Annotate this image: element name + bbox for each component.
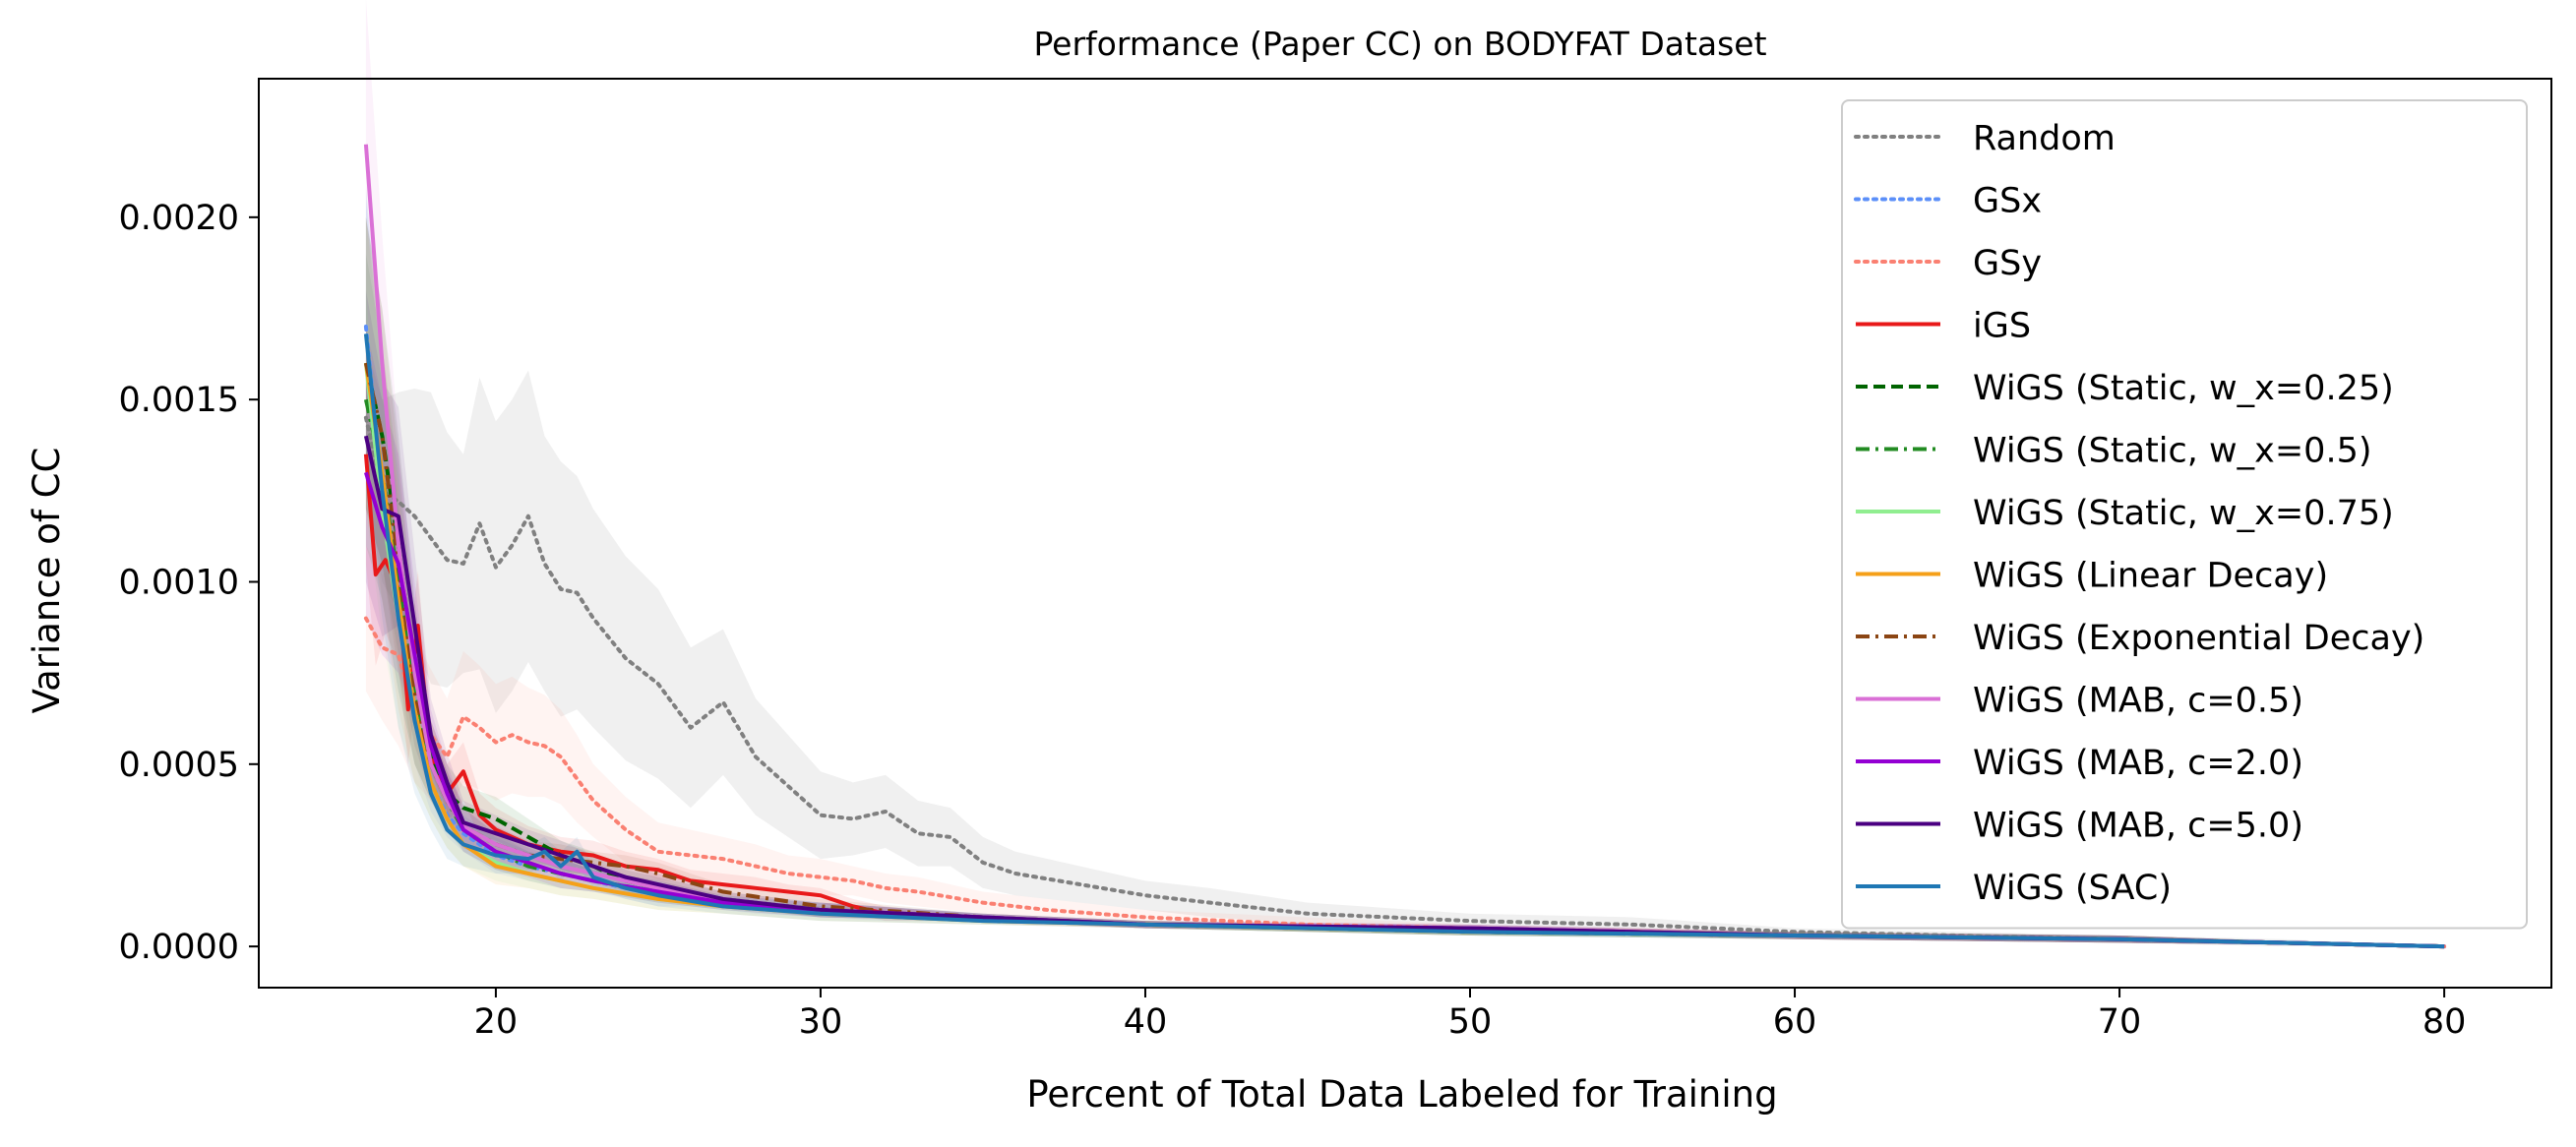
legend-label: WiGS (Exponential Decay)	[1973, 619, 2424, 658]
legend-label: WiGS (MAB, c=5.0)	[1973, 807, 2303, 846]
x-tick-label: 60	[1773, 1002, 1817, 1042]
series-line-wigs-sac	[363, 333, 2445, 949]
band-random	[365, 344, 2445, 947]
y-tick-label: 0.0010	[119, 563, 239, 602]
x-tick-label: 20	[474, 1002, 519, 1042]
y-axis-label: Variance of CC	[26, 448, 68, 714]
axes: 20 30 40 50 60 70 80 0.0000 0.0005 0.0010 0.0015 0.…	[119, 78, 2552, 1042]
legend-label: GSx	[1973, 182, 2042, 221]
legend-label: WiGS (Linear Decay)	[1973, 557, 2328, 596]
y-tick-label: 0.0000	[119, 928, 239, 967]
band-wigs-exponential-decay	[365, 216, 2445, 947]
series-line-gsy	[363, 616, 2447, 949]
legend-box	[1841, 99, 2528, 930]
band-wigs-static-w-x-0-75	[365, 216, 2445, 947]
legend-label: GSy	[1973, 244, 2042, 283]
legend-label: WiGS (Static, w_x=0.75)	[1973, 494, 2394, 533]
legend-label: WiGS (MAB, c=2.0)	[1973, 744, 2303, 783]
legend-label: iGS	[1973, 307, 2031, 346]
band-gsx	[365, 199, 2445, 947]
legend-label: WiGS (MAB, c=0.5)	[1973, 682, 2303, 721]
x-tick-label: 70	[2098, 1002, 2142, 1042]
plot-frame	[258, 78, 2552, 989]
x-tick-label: 40	[1124, 1002, 1168, 1042]
series-line-wigs-mab-c-5-0	[363, 435, 2445, 949]
x-tick-label: 80	[2423, 1002, 2467, 1042]
series-lines	[363, 144, 2447, 949]
y-tick-label: 0.0020	[119, 199, 239, 238]
legend-label: WiGS (Static, w_x=0.25)	[1973, 369, 2394, 408]
x-tick-label: 50	[1448, 1002, 1493, 1042]
x-axis-label: Percent of Total Data Labeled for Traini…	[1026, 1073, 1777, 1116]
band-wigs-linear-decay	[365, 216, 2445, 947]
x-tick-label: 30	[799, 1002, 843, 1042]
series-line-random	[363, 415, 2447, 949]
chart-title: Performance (Paper CC) on BODYFAT Datase…	[1033, 25, 1766, 63]
y-tick-label: 0.0015	[119, 381, 239, 420]
legend-label: Random	[1973, 119, 2116, 158]
legend: Random GSx GSy iGS WiGS (Static, w_x=0.25) Wi…	[1841, 99, 2528, 930]
y-tick-label: 0.0005	[119, 746, 239, 785]
legend-label: WiGS (SAC)	[1973, 869, 2172, 908]
legend-label: WiGS (Static, w_x=0.5)	[1973, 432, 2372, 471]
band-wigs-static-w-x-0-25	[365, 216, 2445, 947]
